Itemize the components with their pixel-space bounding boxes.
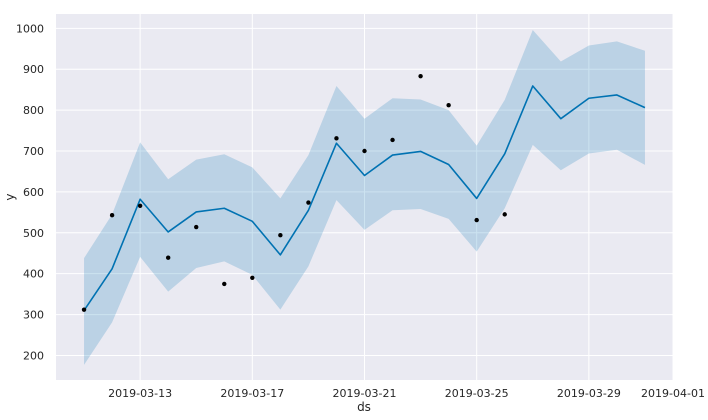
data-point [278, 233, 283, 238]
y-tick-label: 900 [23, 63, 44, 76]
tick-layer: 200 300 400 500 600 700 800 900 1000 2019-03-13 20… [16, 22, 705, 400]
forecast-line [83, 85, 646, 311]
data-point [502, 212, 507, 217]
x-tick-label: 2019-03-17 [220, 387, 284, 400]
data-point [109, 212, 115, 218]
y-tick-label: 1000 [16, 22, 44, 35]
data-point [250, 275, 255, 280]
x-axis-label: ds [357, 400, 371, 414]
x-tick-label: 2019-03-29 [557, 387, 621, 400]
y-tick-label: 400 [23, 268, 44, 281]
data-point [306, 200, 311, 205]
y-tick-label: 200 [23, 349, 44, 362]
data-point [81, 307, 87, 312]
y-tick-label: 600 [23, 186, 44, 199]
y-tick-label: 500 [23, 227, 44, 240]
grid-layer [56, 14, 674, 380]
data-point [418, 73, 423, 79]
data-point [362, 148, 367, 154]
data-point [474, 217, 479, 223]
y-axis-label: y [3, 193, 17, 200]
data-point [390, 137, 395, 143]
data-point [137, 203, 143, 208]
x-tick-label: 2019-03-25 [445, 387, 509, 400]
data-point [194, 224, 199, 230]
data-point [334, 136, 339, 141]
data-point [165, 255, 171, 260]
x-tick-label: 2019-03-13 [108, 387, 172, 400]
data-point [446, 102, 451, 108]
y-tick-label: 800 [23, 104, 44, 117]
data-point [222, 281, 227, 287]
band-layer [84, 29, 645, 365]
line-layer [83, 85, 646, 311]
point-layer [81, 73, 507, 312]
y-tick-label: 700 [23, 145, 44, 158]
x-tick-label: 2019-04-01 [641, 387, 705, 400]
y-tick-label: 300 [23, 309, 44, 322]
uncertainty-band [84, 29, 645, 365]
x-tick-label: 2019-03-21 [333, 387, 397, 400]
